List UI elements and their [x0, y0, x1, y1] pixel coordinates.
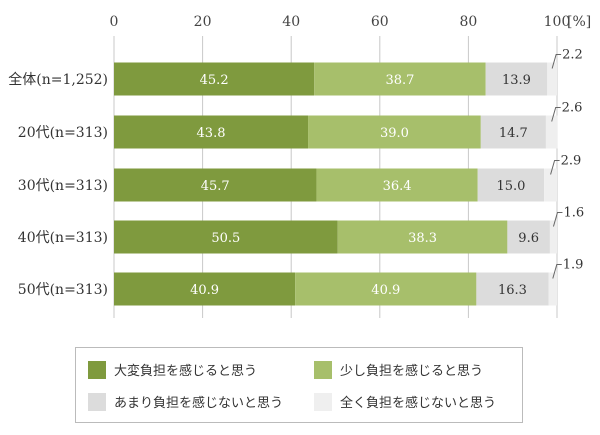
- bar-segment-0-0: [114, 62, 315, 96]
- data-label-2-2: 15.0: [496, 179, 525, 194]
- data-label-1-3: 2.6: [562, 101, 583, 116]
- data-label-4-2: 16.3: [498, 283, 527, 298]
- legend-swatch-somewhat-burdened: [314, 360, 332, 379]
- data-label-4-0: 40.9: [190, 283, 219, 298]
- x-tick-label-40: 40: [282, 14, 300, 30]
- data-label-1-2: 14.7: [499, 126, 528, 141]
- category-label-4: 50代(n=313): [18, 282, 108, 298]
- category-label-0: 全体(n=1,252): [8, 71, 108, 88]
- data-label-1-0: 43.8: [197, 126, 226, 141]
- bar-segment-0-1: [314, 62, 486, 96]
- data-label-0-2: 13.9: [502, 73, 531, 88]
- category-label-2: 30代(n=313): [18, 178, 108, 194]
- legend-label-somewhat-burdened: 少し負担を感じると思う: [340, 364, 484, 379]
- bar-segment-3-1: [337, 220, 508, 254]
- bar-segment-1-0: [114, 115, 309, 149]
- bar-segment-4-1: [295, 272, 477, 306]
- bar-segment-2-0: [114, 168, 317, 202]
- data-label-4-3: 1.9: [563, 258, 584, 273]
- bar-segment-2-3: [544, 168, 557, 202]
- category-label-3: 40代(n=313): [18, 230, 108, 246]
- legend-label-very-burdened: 大変負担を感じると思う: [114, 364, 258, 379]
- bar-segment-1-2: [480, 115, 546, 149]
- legend-label-not-very-burdened: あまり負担を感じないと思う: [114, 396, 284, 411]
- data-label-0-0: 45.2: [200, 73, 229, 88]
- data-label-4-1: 40.9: [371, 283, 400, 298]
- legend-label-not-at-all-burdened: 全く負担を感じないと思う: [340, 396, 497, 411]
- x-tick-label-20: 20: [194, 14, 212, 30]
- data-label-3-1: 38.3: [408, 231, 437, 246]
- bar-segment-1-3: [545, 115, 558, 149]
- x-tick-label-0: 0: [110, 14, 119, 30]
- data-label-1-1: 39.0: [380, 126, 409, 141]
- bar-segment-3-0: [114, 220, 338, 254]
- bar-segment-3-3: [549, 220, 557, 254]
- data-label-2-1: 36.4: [383, 179, 412, 194]
- bar-segment-0-3: [547, 62, 557, 96]
- bar-segment-1-1: [308, 115, 481, 149]
- x-unit-label: [%]: [567, 14, 591, 30]
- leader-line-0: [551, 54, 562, 69]
- data-label-3-0: 50.5: [211, 231, 240, 246]
- legend-item-not-very-burdened: あまり負担を感じないと思う: [88, 392, 283, 411]
- leader-line-4: [552, 264, 562, 279]
- legend-item-somewhat-burdened: 少し負担を感じると思う: [314, 360, 483, 379]
- legend-swatch-very-burdened: [88, 360, 106, 379]
- leader-line-1: [551, 107, 561, 122]
- bar-segment-2-2: [477, 168, 545, 202]
- category-label-1: 20代(n=313): [18, 125, 108, 141]
- legend: 大変負担を感じると思う 少し負担を感じると思う あまり負担を感じないと思う 全く…: [75, 347, 523, 423]
- data-label-3-3: 1.6: [563, 206, 584, 221]
- bar-segment-2-1: [316, 168, 478, 202]
- x-tick-label-80: 80: [459, 14, 477, 30]
- bar-segment-0-2: [485, 62, 548, 96]
- x-tick-label-100: 100: [544, 14, 571, 30]
- leader-line-3: [552, 212, 563, 227]
- bar-segment-4-0: [114, 272, 296, 306]
- legend-swatch-not-very-burdened: [88, 392, 106, 411]
- legend-swatch-not-at-all-burdened: [314, 392, 332, 411]
- leader-line-2: [550, 160, 560, 175]
- data-label-3-2: 9.6: [518, 231, 539, 246]
- bar-segment-4-2: [476, 272, 549, 306]
- data-label-0-3: 2.2: [562, 48, 583, 63]
- bar-segment-4-3: [548, 272, 557, 306]
- x-tick-label-60: 60: [371, 14, 389, 30]
- bar-segment-3-2: [507, 220, 550, 254]
- legend-item-very-burdened: 大変負担を感じると思う: [88, 360, 257, 379]
- legend-item-not-at-all-burdened: 全く負担を感じないと思う: [314, 392, 496, 411]
- stacked-bar-chart: 0 20 40 60 80 100[%] 全体(n=1,252) 45.2 38.7 13.9 2.…: [8, 14, 591, 318]
- data-label-2-0: 45.7: [201, 179, 230, 194]
- data-label-0-1: 38.7: [385, 73, 414, 88]
- data-label-2-3: 2.9: [561, 154, 582, 169]
